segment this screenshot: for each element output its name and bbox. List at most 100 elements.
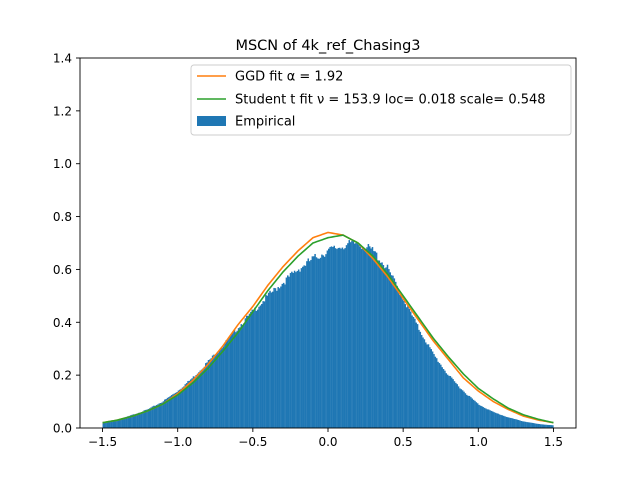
histogram-bar [487,409,490,428]
histogram-bar [550,425,553,428]
histogram-bar [471,398,473,428]
histogram-bar [226,339,229,428]
histogram-bar [293,270,296,428]
histogram-bar [177,390,180,428]
histogram-bar [423,339,426,428]
histogram-bar [408,308,411,428]
histogram-bar [144,409,147,428]
histogram-bar [453,381,456,428]
histogram-bar [230,333,233,428]
histogram-bar [543,424,546,428]
histogram-bar [155,404,158,428]
histogram-bar [478,404,480,428]
histogram-bar [302,266,304,428]
histogram-bar [217,352,219,428]
histogram-bar [509,417,512,428]
histogram-bar [520,420,523,428]
histogram-bar [414,318,416,428]
histogram-bar [479,405,482,428]
histogram-bar [405,307,408,428]
histogram-bar [355,242,357,428]
histogram-bar [221,348,223,428]
histogram-bar [263,301,266,428]
histogram-bar [500,414,502,428]
histogram-bar [328,248,330,428]
histogram-bar [534,423,536,428]
histogram-bar [333,245,335,428]
histogram-bar [191,378,193,428]
histogram-bar [392,275,394,428]
histogram-bar [452,379,454,428]
histogram-bar [295,272,297,428]
histogram-bar [215,353,218,428]
histogram-bar [466,394,468,428]
histogram-bar [325,254,327,428]
legend-ggd-label: GGD fit α = 1.92 [235,70,343,85]
histogram-bar [274,288,277,428]
histogram-bar [366,247,368,428]
histogram-bar [118,419,121,428]
histogram-bar [218,350,221,428]
y-tick-label: 1.4 [53,52,72,66]
histogram-bar [247,315,249,428]
histogram-bar [457,386,460,428]
histogram-bar [437,361,439,428]
y-tick-label: 0.6 [53,263,72,277]
x-tick-label: 1.0 [469,435,488,449]
histogram-bar [434,356,437,428]
histogram-bar [129,415,132,428]
ggd-fit-line [102,231,554,424]
histogram-bar [416,324,419,428]
histogram-bar [360,248,363,428]
histogram-bar [288,276,290,428]
histogram-bar [154,405,156,428]
histogram-bar [147,408,150,428]
histogram-bar [149,408,151,428]
histogram-bar [117,419,120,428]
histogram-bar [332,246,334,428]
histogram-bar [161,402,163,428]
histogram-bar [547,424,550,428]
histogram-bar [468,395,471,428]
histogram-bar [363,249,366,428]
histogram-bar [493,412,495,428]
histogram-bar [192,376,195,428]
histogram-bar [251,309,253,428]
histogram-bar [133,414,136,428]
histogram-bar [397,289,400,428]
histogram-bar [528,422,531,428]
x-tick-label: −0.5 [238,435,267,449]
histogram-bar [127,416,129,428]
histogram-bar [319,257,322,428]
y-tick-label: 0.2 [53,369,72,383]
histogram-bar [112,420,114,428]
histogram-bar [229,335,232,428]
histogram-bar [233,329,236,428]
histogram-bar [164,399,166,428]
histogram-bar [381,262,383,428]
histogram-bar [271,291,274,428]
histogram-bar [213,354,215,428]
histogram-bar [506,417,509,428]
histogram-bar [502,415,505,428]
histogram-bar [222,346,225,428]
histogram-bar [273,287,275,428]
histogram-bar [232,331,234,428]
histogram-bar [267,292,270,428]
histogram-bar [285,277,288,428]
histogram-bar [116,420,118,428]
histogram-bar [284,284,286,428]
histogram-bar [433,354,435,428]
histogram-bar [323,256,326,428]
histogram-bar [399,294,401,428]
histogram-bar [472,399,475,428]
histogram-bar [450,377,453,428]
histogram-bar [508,417,510,428]
histogram-bar [259,305,262,428]
histogram-bar [136,413,139,428]
histogram-bar [515,419,517,428]
histogram-bar [386,264,389,428]
y-tick-label: 0.0 [53,422,72,436]
histogram-bar [541,424,543,428]
histogram-bar [530,422,532,428]
